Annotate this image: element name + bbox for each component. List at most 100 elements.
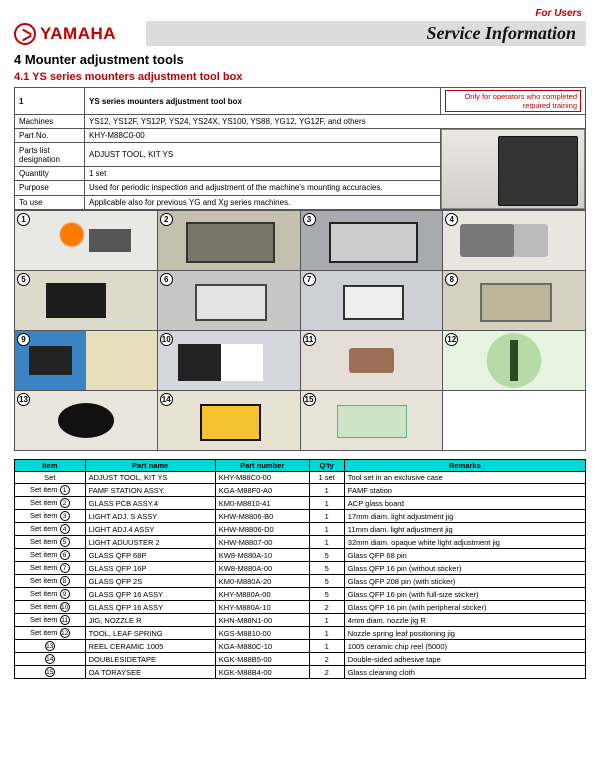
- photo-num: 2: [160, 213, 173, 226]
- info-value: Used for periodic inspection and adjustm…: [85, 181, 441, 195]
- cell-item: Set: [15, 472, 86, 484]
- photo-14: [158, 391, 300, 450]
- cell-partname: GLASS QFP 2S: [85, 575, 215, 588]
- cell-partnumber: KHW-M8807-00: [215, 536, 309, 549]
- cell-qty: 2: [309, 666, 344, 679]
- table-row: Set item 8GLASS QFP 2SKM0-M880A-205Glass…: [15, 575, 586, 588]
- photo-2: [158, 211, 300, 270]
- info-label: Part No.: [15, 129, 85, 143]
- cell-remarks: FAMF station: [344, 484, 585, 497]
- cell-partnumber: KGK-M88B5-00: [215, 653, 309, 666]
- cell-item: Set item 1: [15, 484, 86, 497]
- cell-item: Set item 6: [15, 549, 86, 562]
- cell-partname: GLASS QFP 16 ASSY: [85, 588, 215, 601]
- cell-qty: 5: [309, 588, 344, 601]
- photo-num: 6: [160, 273, 173, 286]
- table-row: Set item 6GLASS QFP 68PKW8-M880A-105Glas…: [15, 549, 586, 562]
- cell-remarks: Glass QFP 208 pin (with sticker): [344, 575, 585, 588]
- photo-7: [301, 271, 443, 330]
- photo-9: [15, 331, 157, 390]
- info-label: Purpose: [15, 181, 85, 195]
- table-row: 13REEL CERAMIC 1005KGA-M880C-1011005 cer…: [15, 640, 586, 653]
- cell-item: Set item 10: [15, 601, 86, 614]
- cell-partnumber: KHY-M880A-00: [215, 588, 309, 601]
- cell-partname: REEL CERAMIC 1005: [85, 640, 215, 653]
- col-qty: Q'ty: [309, 460, 344, 472]
- cell-remarks: 4mm diam. nozzle jig R: [344, 614, 585, 627]
- info-num: 1: [15, 88, 85, 115]
- cell-qty: 5: [309, 549, 344, 562]
- cell-remarks: ACP glass board: [344, 497, 585, 510]
- cell-item: Set item 2: [15, 497, 86, 510]
- info-value: KHY-M88C0-00: [85, 129, 441, 143]
- cell-partname: OA TORAYSEE: [85, 666, 215, 679]
- cell-partnumber: KM0-M8810-41: [215, 497, 309, 510]
- table-row: Set item 11JIG, NOZZLE RKHN-M88N1-0014mm…: [15, 614, 586, 627]
- cell-item: Set item 7: [15, 562, 86, 575]
- section-heading: 4 Mounter adjustment tools: [14, 52, 586, 67]
- cell-partname: LIGHT ADJ. S ASSY: [85, 510, 215, 523]
- cell-remarks: 17mm diam. light adjustment jig: [344, 510, 585, 523]
- photo-10: [158, 331, 300, 390]
- cell-partname: FAMF STATION ASSY.: [85, 484, 215, 497]
- col-remarks: Remarks: [344, 460, 585, 472]
- cell-partnumber: KW8-M880A-10: [215, 549, 309, 562]
- cell-partnumber: KHY-M880A-10: [215, 601, 309, 614]
- cell-remarks: 11mm diam. light adjustment jig: [344, 523, 585, 536]
- cell-item: Set item 3: [15, 510, 86, 523]
- table-row: Set item 9GLASS QFP 16 ASSYKHY-M880A-005…: [15, 588, 586, 601]
- photo-num: 1: [17, 213, 30, 226]
- cell-partnumber: KHY-M88C0-00: [215, 472, 309, 484]
- table-row: Set item 3LIGHT ADJ. S ASSYKHW-M8806-B01…: [15, 510, 586, 523]
- photo-num: 11: [303, 333, 316, 346]
- photo-15: [301, 391, 443, 450]
- cell-item: Set item 11: [15, 614, 86, 627]
- photo-num: 15: [303, 393, 316, 406]
- table-row: Set item 2GLASS PCB ASSY.4KM0-M8810-411A…: [15, 497, 586, 510]
- toolbox-photo: [441, 129, 585, 209]
- parts-table: Item Part name Part number Q'ty Remarks …: [14, 459, 586, 679]
- cell-remarks: 32mm diam. opaque white light adjustment…: [344, 536, 585, 549]
- table-row: 15OA TORAYSEEKGK-M88B4-002Glass cleaning…: [15, 666, 586, 679]
- service-info-banner: Service Information: [146, 21, 586, 46]
- photo-grid: 1 2 3 4 5 6 7 8 9 10 11 12 13 14 15: [14, 210, 586, 451]
- cell-qty: 1 set: [309, 472, 344, 484]
- cell-partnumber: KHN-M88N1-00: [215, 614, 309, 627]
- col-item: Item: [15, 460, 86, 472]
- subsection-heading: 4.1 YS series mounters adjustment tool b…: [14, 71, 586, 83]
- info-label: Parts list designation: [15, 143, 85, 167]
- cell-qty: 5: [309, 575, 344, 588]
- photo-num: 14: [160, 393, 173, 406]
- col-partnumber: Part number: [215, 460, 309, 472]
- photo-6: [158, 271, 300, 330]
- photo-8: [443, 271, 585, 330]
- cell-qty: 2: [309, 653, 344, 666]
- cell-partnumber: KW8-M880A-00: [215, 562, 309, 575]
- cell-qty: 1: [309, 510, 344, 523]
- cell-qty: 5: [309, 562, 344, 575]
- cell-remarks: Double-sided adhesive tape: [344, 653, 585, 666]
- cell-qty: 1: [309, 536, 344, 549]
- table-row: Set item 7GLASS QFP 16PKW8-M880A-005Glas…: [15, 562, 586, 575]
- photo-13: [15, 391, 157, 450]
- cell-partnumber: KHW-M8806-D0: [215, 523, 309, 536]
- table-row: Set item 5LIGHT ADUUSTER 2KHW-M8807-0013…: [15, 536, 586, 549]
- cell-item: Set item 5: [15, 536, 86, 549]
- photo-4: [443, 211, 585, 270]
- photo-num: 13: [17, 393, 30, 406]
- cell-partname: JIG, NOZZLE R: [85, 614, 215, 627]
- logo-text: YAMAHA: [40, 24, 116, 44]
- cell-item: Set item 4: [15, 523, 86, 536]
- cell-qty: 1: [309, 497, 344, 510]
- cell-remarks: Glass QFP 16 pin (without sticker): [344, 562, 585, 575]
- cell-partname: LIGHT ADUUSTER 2: [85, 536, 215, 549]
- cell-item: 13: [15, 640, 86, 653]
- info-value: ADJUST TOOL, KIT YS: [85, 143, 441, 167]
- table-row: Set item 4LIGHT ADJ.4 ASSYKHW-M8806-D011…: [15, 523, 586, 536]
- cell-remarks: Glass QFP 16 pin (with full-size sticker…: [344, 588, 585, 601]
- cell-qty: 1: [309, 627, 344, 640]
- cell-remarks: Tool set in an exclusive case: [344, 472, 585, 484]
- cell-partname: GLASS QFP 16P: [85, 562, 215, 575]
- photo-num: 10: [160, 333, 173, 346]
- photo-5: [15, 271, 157, 330]
